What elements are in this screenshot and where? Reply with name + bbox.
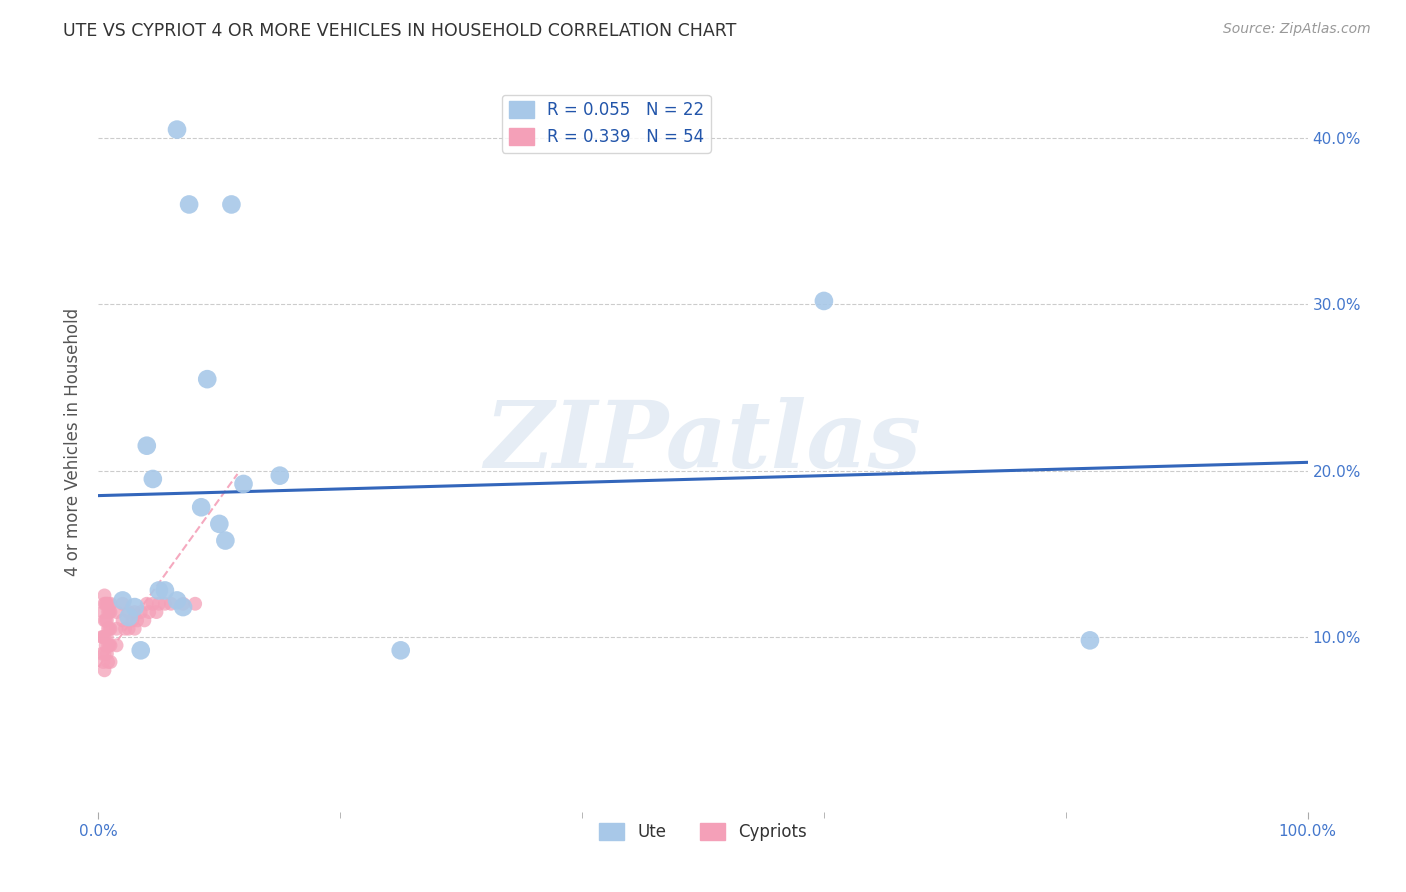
Point — [91, 630, 114, 644]
Point — [124, 605, 146, 619]
Point — [96, 597, 118, 611]
Point — [91, 630, 114, 644]
Point — [100, 655, 122, 669]
Point — [190, 500, 212, 515]
Point — [148, 583, 170, 598]
Point — [100, 622, 122, 636]
Point — [118, 605, 141, 619]
Point — [93, 597, 115, 611]
Point — [184, 597, 207, 611]
Point — [160, 597, 183, 611]
Text: ZIPatlas: ZIPatlas — [485, 397, 921, 486]
Point — [214, 533, 236, 548]
Point — [389, 643, 412, 657]
Point — [179, 197, 201, 211]
Point — [134, 614, 156, 628]
Point — [118, 622, 141, 636]
Point — [96, 630, 118, 644]
Point — [145, 605, 167, 619]
Point — [105, 638, 128, 652]
Point — [111, 614, 134, 628]
Point — [91, 655, 114, 669]
Point — [142, 597, 165, 611]
Point — [129, 605, 152, 619]
Point — [166, 593, 188, 607]
Point — [100, 605, 122, 619]
Point — [111, 593, 134, 607]
Point — [127, 614, 149, 628]
Point — [97, 622, 120, 636]
Point — [93, 589, 115, 603]
Point — [98, 605, 121, 619]
Point — [232, 477, 254, 491]
Point — [93, 630, 115, 644]
Point — [208, 516, 231, 531]
Point — [124, 622, 146, 636]
Point — [111, 597, 134, 611]
Point — [97, 655, 120, 669]
Point — [172, 597, 194, 611]
Point — [93, 663, 115, 677]
Point — [172, 600, 194, 615]
Point — [105, 605, 128, 619]
Point — [97, 597, 120, 611]
Point — [129, 643, 152, 657]
Point — [97, 638, 120, 652]
Point — [124, 600, 146, 615]
Point — [269, 468, 291, 483]
Legend: Ute, Cypriots: Ute, Cypriots — [592, 816, 814, 847]
Y-axis label: 4 or more Vehicles in Household: 4 or more Vehicles in Household — [65, 308, 83, 575]
Point — [813, 293, 835, 308]
Point — [98, 638, 121, 652]
Point — [135, 597, 157, 611]
Point — [142, 472, 165, 486]
Point — [105, 622, 128, 636]
Point — [94, 614, 117, 628]
Point — [96, 647, 118, 661]
Point — [94, 597, 117, 611]
Point — [100, 597, 122, 611]
Point — [138, 605, 160, 619]
Point — [100, 638, 122, 652]
Point — [97, 605, 120, 619]
Point — [221, 197, 243, 211]
Point — [166, 122, 188, 136]
Text: UTE VS CYPRIOT 4 OR MORE VEHICLES IN HOUSEHOLD CORRELATION CHART: UTE VS CYPRIOT 4 OR MORE VEHICLES IN HOU… — [63, 22, 737, 40]
Text: Source: ZipAtlas.com: Source: ZipAtlas.com — [1223, 22, 1371, 37]
Point — [1078, 633, 1101, 648]
Point — [93, 647, 115, 661]
Point — [98, 622, 121, 636]
Point — [114, 622, 136, 636]
Point — [118, 610, 141, 624]
Point — [153, 597, 176, 611]
Point — [121, 614, 143, 628]
Point — [91, 647, 114, 661]
Point — [94, 638, 117, 652]
Point — [153, 583, 176, 598]
Point — [93, 614, 115, 628]
Point — [135, 439, 157, 453]
Point — [91, 605, 114, 619]
Point — [96, 614, 118, 628]
Point — [195, 372, 218, 386]
Point — [148, 597, 170, 611]
